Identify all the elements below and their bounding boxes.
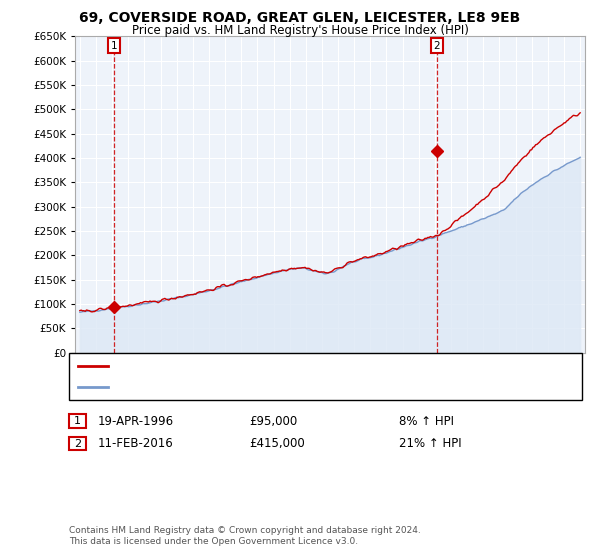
Text: 11-FEB-2016: 11-FEB-2016 — [98, 437, 173, 450]
Text: 21% ↑ HPI: 21% ↑ HPI — [399, 437, 461, 450]
Text: £415,000: £415,000 — [249, 437, 305, 450]
Text: 2: 2 — [433, 41, 440, 51]
Text: 2: 2 — [74, 438, 81, 449]
Text: 69, COVERSIDE ROAD, GREAT GLEN, LEICESTER, LE8 9EB: 69, COVERSIDE ROAD, GREAT GLEN, LEICESTE… — [79, 11, 521, 25]
Text: Price paid vs. HM Land Registry's House Price Index (HPI): Price paid vs. HM Land Registry's House … — [131, 24, 469, 36]
Text: HPI: Average price, detached house, Harborough: HPI: Average price, detached house, Harb… — [114, 382, 369, 392]
Text: 1: 1 — [74, 416, 81, 426]
Text: 8% ↑ HPI: 8% ↑ HPI — [399, 414, 454, 428]
Text: 1: 1 — [111, 41, 118, 51]
Text: £95,000: £95,000 — [249, 414, 297, 428]
Text: Contains HM Land Registry data © Crown copyright and database right 2024.
This d: Contains HM Land Registry data © Crown c… — [69, 526, 421, 546]
Text: 19-APR-1996: 19-APR-1996 — [98, 414, 174, 428]
Text: 69, COVERSIDE ROAD, GREAT GLEN, LEICESTER, LE8 9EB (detached house): 69, COVERSIDE ROAD, GREAT GLEN, LEICESTE… — [114, 361, 506, 371]
